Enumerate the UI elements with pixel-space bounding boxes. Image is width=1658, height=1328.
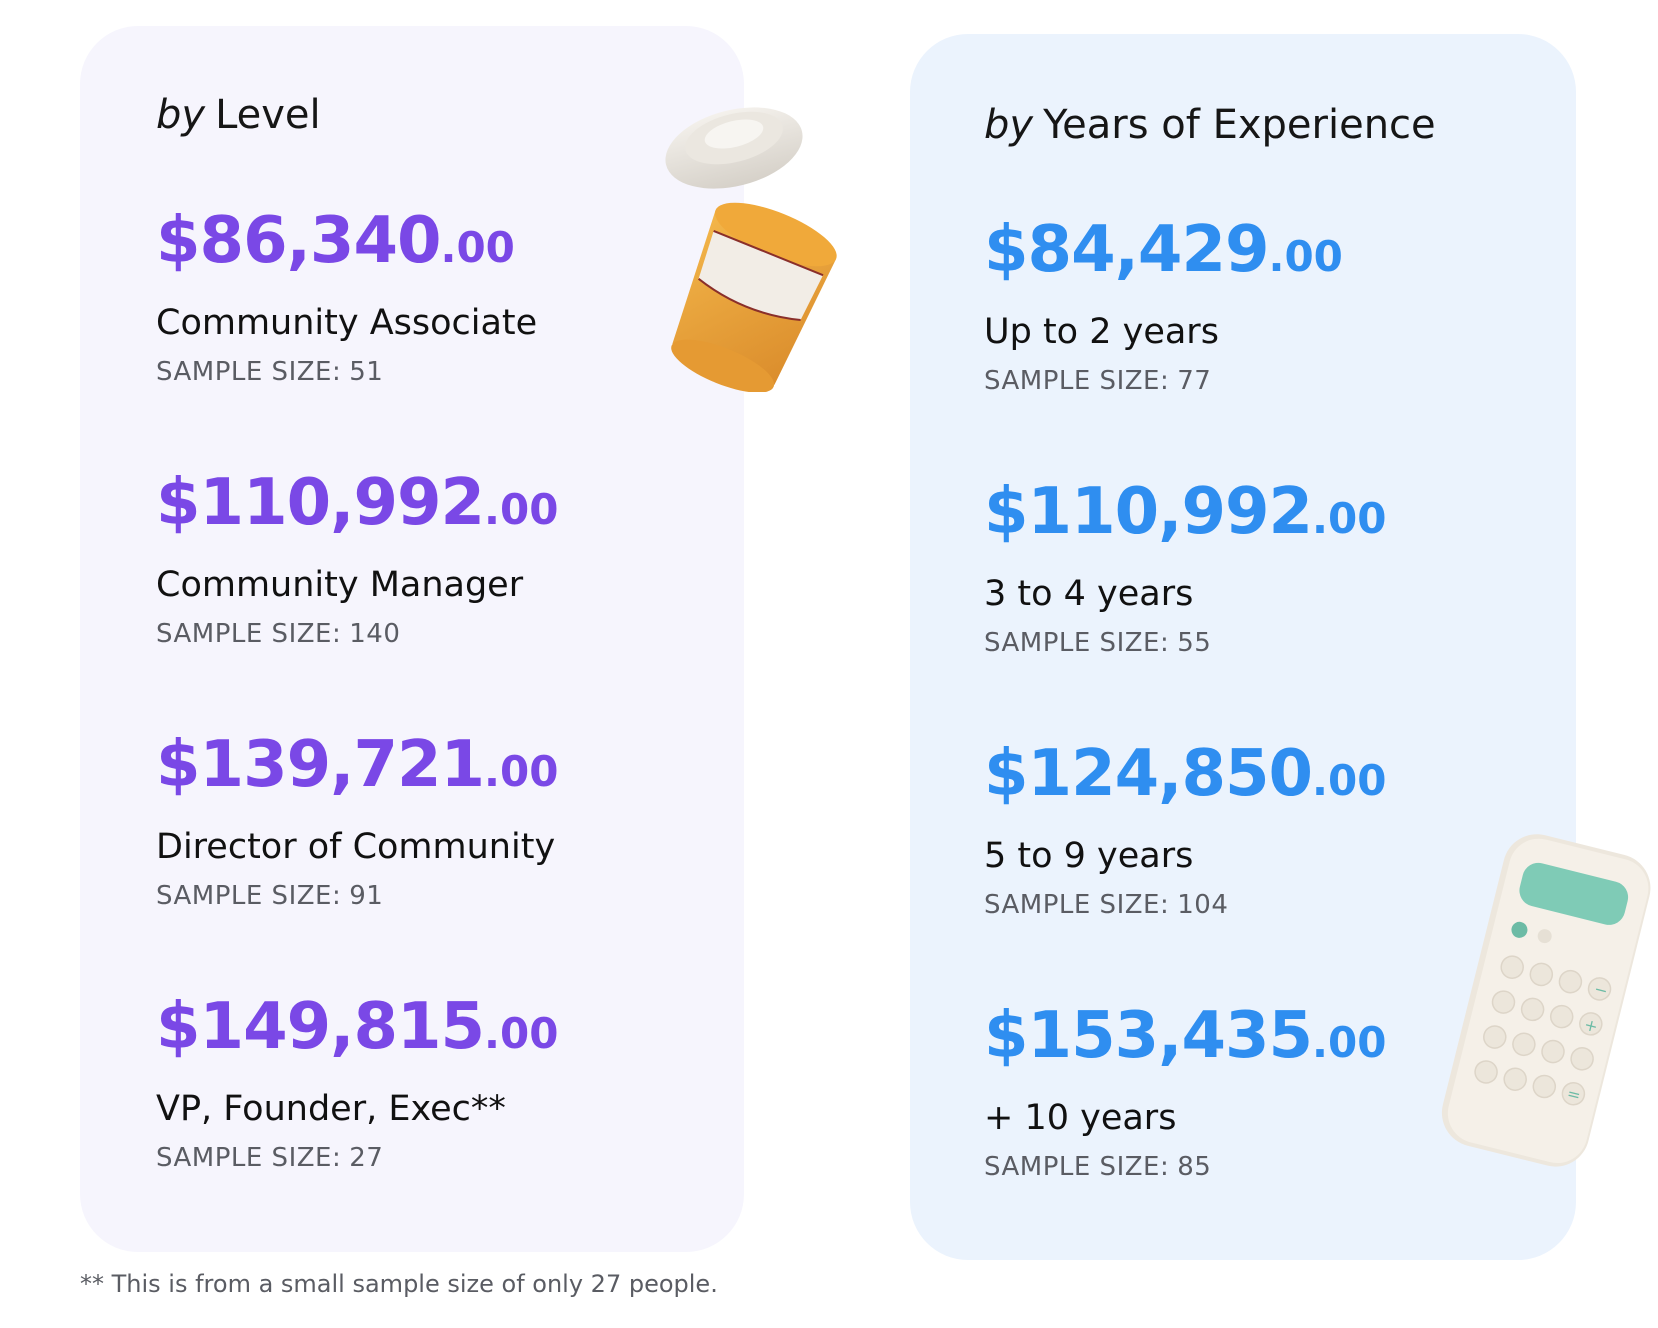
level-label: Director of Community: [156, 827, 556, 867]
level-label: VP, Founder, Exec**: [156, 1089, 506, 1129]
footnote: ** This is from a small sample size of o…: [80, 1270, 718, 1298]
experience-card-title: by Years of Experience: [984, 102, 1436, 148]
level-entry: $149,815.00 VP, Founder, Exec** SAMPLE S…: [156, 988, 558, 1175]
amount-cents: .00: [484, 485, 559, 534]
salary-amount: $86,340.00: [156, 202, 537, 287]
level-entry: $86,340.00 Community Associate SAMPLE SI…: [156, 202, 537, 389]
experience-title-prefix: by: [984, 102, 1034, 148]
salary-amount: $84,429.00: [984, 211, 1343, 296]
experience-label: 5 to 9 years: [984, 836, 1194, 876]
salary-amount: $124,850.00: [984, 735, 1386, 820]
amount-whole: $86,340: [156, 204, 441, 278]
sample-size-label: SAMPLE SIZE:: [984, 628, 1170, 658]
sample-size-label: SAMPLE SIZE:: [984, 890, 1170, 920]
experience-card: by Years of Experience $84,429.00 Up to 2…: [910, 34, 1576, 1260]
sample-size: SAMPLE SIZE: 104: [984, 888, 1386, 922]
amount-whole: $149,815: [156, 990, 485, 1064]
coffee-cup-icon: [648, 92, 848, 393]
experience-title-text: Years of Experience: [1043, 102, 1436, 148]
sample-size-value: 85: [1177, 1152, 1212, 1182]
level-title-text: Level: [215, 92, 321, 138]
sample-size: SAMPLE SIZE: 27: [156, 1141, 558, 1175]
experience-entry: $124,850.00 5 to 9 years SAMPLE SIZE: 104: [984, 735, 1386, 922]
level-title-prefix: by: [156, 92, 206, 138]
sample-size-value: 55: [1177, 628, 1212, 658]
level-label: Community Manager: [156, 565, 524, 605]
level-card: by Level $86,340.00 Community Associate S…: [80, 26, 744, 1252]
sample-size: SAMPLE SIZE: 85: [984, 1150, 1386, 1184]
amount-cents: .00: [1312, 756, 1387, 805]
sample-size: SAMPLE SIZE: 51: [156, 355, 537, 389]
experience-label: + 10 years: [984, 1098, 1177, 1138]
experience-entry: $110,992.00 3 to 4 years SAMPLE SIZE: 55: [984, 473, 1386, 660]
level-card-title: by Level: [156, 92, 321, 138]
sample-size-label: SAMPLE SIZE:: [156, 1143, 342, 1173]
level-entry: $139,721.00 Director of Community SAMPLE…: [156, 726, 558, 913]
sample-size-label: SAMPLE SIZE:: [156, 357, 342, 387]
sample-size-value: 104: [1177, 890, 1229, 920]
amount-whole: $153,435: [984, 999, 1313, 1073]
salary-amount: $153,435.00: [984, 997, 1386, 1082]
amount-cents: .00: [1312, 494, 1387, 543]
salary-amount: $149,815.00: [156, 988, 558, 1073]
amount-cents: .00: [484, 1009, 559, 1058]
sample-size: SAMPLE SIZE: 55: [984, 626, 1386, 660]
calculator-icon: − + =: [1430, 820, 1658, 1190]
amount-cents: .00: [484, 747, 559, 796]
salary-amount: $110,992.00: [156, 464, 558, 549]
salary-amount: $139,721.00: [156, 726, 558, 811]
experience-label: Up to 2 years: [984, 312, 1219, 352]
sample-size: SAMPLE SIZE: 91: [156, 879, 558, 913]
amount-whole: $139,721: [156, 728, 485, 802]
svg-text:+: +: [1582, 1015, 1600, 1037]
sample-size-label: SAMPLE SIZE:: [156, 619, 342, 649]
amount-whole: $124,850: [984, 737, 1313, 811]
sample-size: SAMPLE SIZE: 140: [156, 617, 558, 651]
amount-cents: .00: [1268, 232, 1343, 281]
amount-whole: $84,429: [984, 213, 1269, 287]
sample-size-value: 77: [1177, 366, 1212, 396]
sample-size-label: SAMPLE SIZE:: [984, 366, 1170, 396]
svg-text:−: −: [1592, 979, 1610, 1001]
svg-text:=: =: [1565, 1084, 1583, 1106]
sample-size-value: 140: [349, 619, 401, 649]
experience-entry: $84,429.00 Up to 2 years SAMPLE SIZE: 77: [984, 211, 1343, 398]
sample-size-value: 27: [349, 1143, 384, 1173]
sample-size: SAMPLE SIZE: 77: [984, 364, 1343, 398]
sample-size-value: 91: [349, 881, 384, 911]
sample-size-value: 51: [349, 357, 384, 387]
level-entry: $110,992.00 Community Manager SAMPLE SIZ…: [156, 464, 558, 651]
experience-label: 3 to 4 years: [984, 574, 1194, 614]
amount-cents: .00: [1312, 1018, 1387, 1067]
experience-entry: $153,435.00 + 10 years SAMPLE SIZE: 85: [984, 997, 1386, 1184]
amount-whole: $110,992: [984, 475, 1313, 549]
level-label: Community Associate: [156, 303, 538, 343]
salary-amount: $110,992.00: [984, 473, 1386, 558]
sample-size-label: SAMPLE SIZE:: [984, 1152, 1170, 1182]
amount-cents: .00: [440, 223, 515, 272]
sample-size-label: SAMPLE SIZE:: [156, 881, 342, 911]
amount-whole: $110,992: [156, 466, 485, 540]
